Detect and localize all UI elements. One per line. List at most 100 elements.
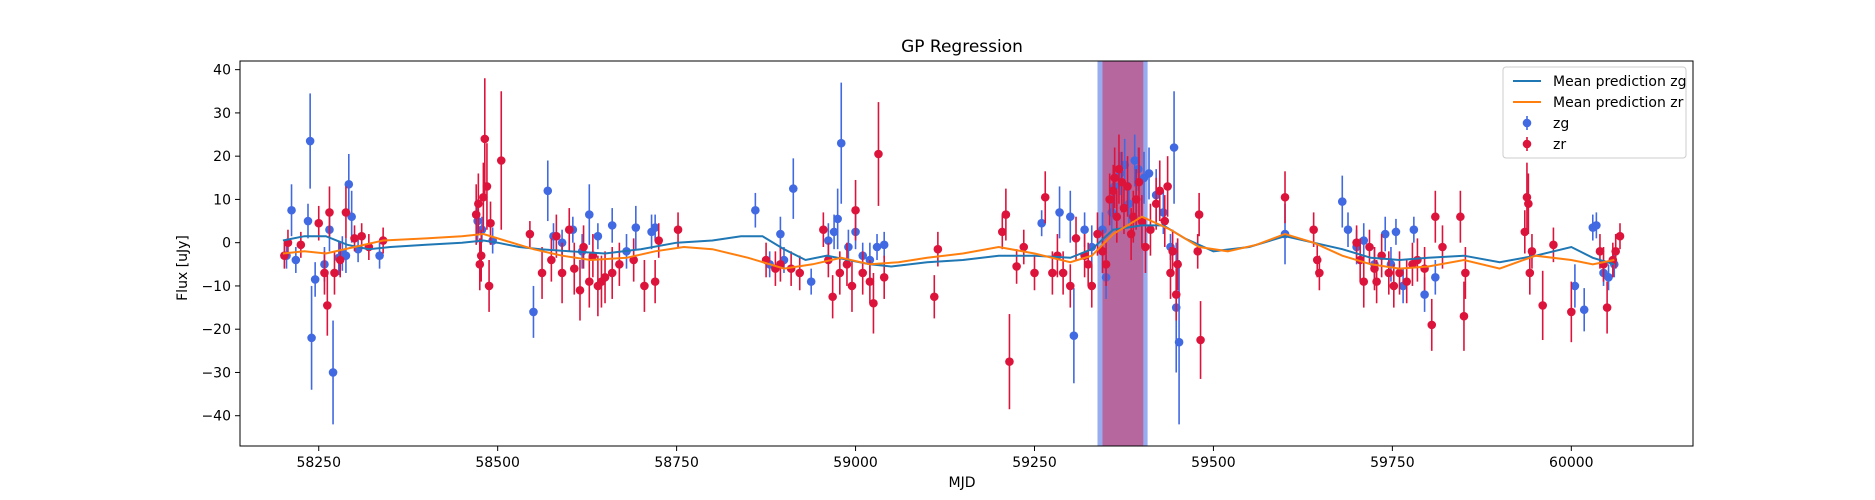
point-zg-47 <box>872 242 882 252</box>
point-zr-71 <box>1048 268 1057 278</box>
point-zg-74 <box>1343 225 1353 235</box>
point-zr-138 <box>1549 240 1558 250</box>
point-zr-108 <box>1280 192 1290 202</box>
point-zg-32 <box>650 223 660 232</box>
point-zr-2 <box>296 240 306 250</box>
x-axis-label: MJD <box>949 475 976 491</box>
legend-marker-3 <box>1522 139 1532 149</box>
point-zr-67 <box>1012 262 1021 271</box>
point-zr-77 <box>1083 260 1093 269</box>
x-tick-label-58500: 58500 <box>475 455 520 471</box>
point-zr-14 <box>471 210 481 219</box>
point-zr-136 <box>1527 247 1537 256</box>
point-zr-43 <box>654 236 664 245</box>
point-zg-35 <box>776 229 785 239</box>
point-zr-6 <box>325 208 334 217</box>
point-zr-60 <box>874 149 883 159</box>
point-zr-90 <box>1126 229 1136 239</box>
legend-label-1: Mean prediction zr <box>1553 95 1684 111</box>
point-zr-129 <box>1456 212 1465 222</box>
x-tick-label-58750: 58750 <box>654 455 699 471</box>
point-zr-61 <box>879 272 889 282</box>
x-tick-label-60000: 60000 <box>1549 455 1594 471</box>
point-zr-122 <box>1402 277 1411 286</box>
point-zg-88 <box>1592 221 1601 230</box>
chart-title: GP Regression <box>901 37 1023 57</box>
x-tick-label-59500: 59500 <box>1191 455 1236 471</box>
y-axis-label: Flux [uJy] <box>175 235 191 301</box>
point-zr-85 <box>1112 212 1122 222</box>
x-tick-label-59250: 59250 <box>1012 455 1057 471</box>
point-zr-21 <box>484 281 494 291</box>
point-zg-86 <box>1579 305 1589 315</box>
point-zg-49 <box>1037 218 1046 228</box>
point-zr-128 <box>1438 242 1447 252</box>
plot-inner <box>280 61 1625 446</box>
point-zg-69 <box>1169 143 1179 152</box>
point-zr-137 <box>1538 301 1547 310</box>
plot-area: 58250 58500 58750 59000 59250 59500 59750 60000… <box>201 60 1694 471</box>
y-tick-label-20: 20 <box>213 149 231 165</box>
point-zg-30 <box>631 223 641 232</box>
point-zr-54 <box>842 260 852 269</box>
y-tick-label-10: 10 <box>213 192 231 208</box>
point-zr-52 <box>828 292 837 302</box>
point-zg-38 <box>806 277 816 286</box>
line-1 <box>282 215 1615 270</box>
point-zr-99 <box>1160 216 1170 226</box>
point-zr-114 <box>1359 277 1369 286</box>
x-tick-label-59750: 59750 <box>1370 455 1415 471</box>
point-zr-127 <box>1431 212 1440 222</box>
point-zr-37 <box>600 272 610 282</box>
point-zg-65 <box>1144 169 1154 178</box>
point-zr-57 <box>858 268 868 278</box>
point-zr-23 <box>496 156 506 165</box>
point-zr-144 <box>1611 247 1620 256</box>
point-zr-82 <box>1105 195 1114 204</box>
point-zr-33 <box>584 277 594 286</box>
point-zr-19 <box>480 134 490 144</box>
point-zr-39 <box>615 260 624 269</box>
point-zr-70 <box>1040 192 1050 202</box>
legend-marker-2 <box>1522 118 1532 128</box>
point-zg-90 <box>1604 272 1613 282</box>
point-zr-26 <box>547 255 556 265</box>
point-zr-5 <box>323 301 332 310</box>
point-zr-80 <box>1098 247 1107 256</box>
line-0 <box>282 224 1615 268</box>
point-zr-134 <box>1524 199 1533 209</box>
point-zr-40 <box>629 255 638 265</box>
point-zr-95 <box>1141 242 1150 252</box>
point-zg-33 <box>751 205 760 215</box>
point-zr-124 <box>1413 255 1422 265</box>
point-zr-11 <box>357 231 366 241</box>
point-zr-53 <box>835 268 845 278</box>
point-zr-142 <box>1602 303 1612 312</box>
point-zr-20 <box>482 182 492 191</box>
point-zr-44 <box>673 225 683 235</box>
point-zg-20 <box>529 307 538 317</box>
point-zr-24 <box>525 229 535 239</box>
point-zr-3 <box>314 218 324 228</box>
point-zr-66 <box>1005 357 1014 366</box>
point-zr-30 <box>569 264 579 273</box>
point-zg-41 <box>833 214 842 224</box>
point-zg-80 <box>1391 227 1401 237</box>
point-zr-38 <box>607 268 617 278</box>
point-zg-16 <box>375 251 384 260</box>
point-zr-121 <box>1395 268 1404 278</box>
point-zr-59 <box>869 298 878 308</box>
point-zr-98 <box>1155 186 1165 196</box>
point-zr-145 <box>1615 231 1625 241</box>
point-zr-81 <box>1101 260 1111 269</box>
point-zg-21 <box>543 186 553 196</box>
point-zr-100 <box>1163 182 1172 191</box>
point-zr-107 <box>1196 335 1205 345</box>
point-zr-135 <box>1525 268 1535 278</box>
point-zg-82 <box>1409 225 1419 235</box>
point-zr-68 <box>1019 242 1029 252</box>
point-zr-88 <box>1119 203 1129 213</box>
y-tick-label-30: 30 <box>213 106 231 122</box>
point-zr-131 <box>1461 268 1470 278</box>
